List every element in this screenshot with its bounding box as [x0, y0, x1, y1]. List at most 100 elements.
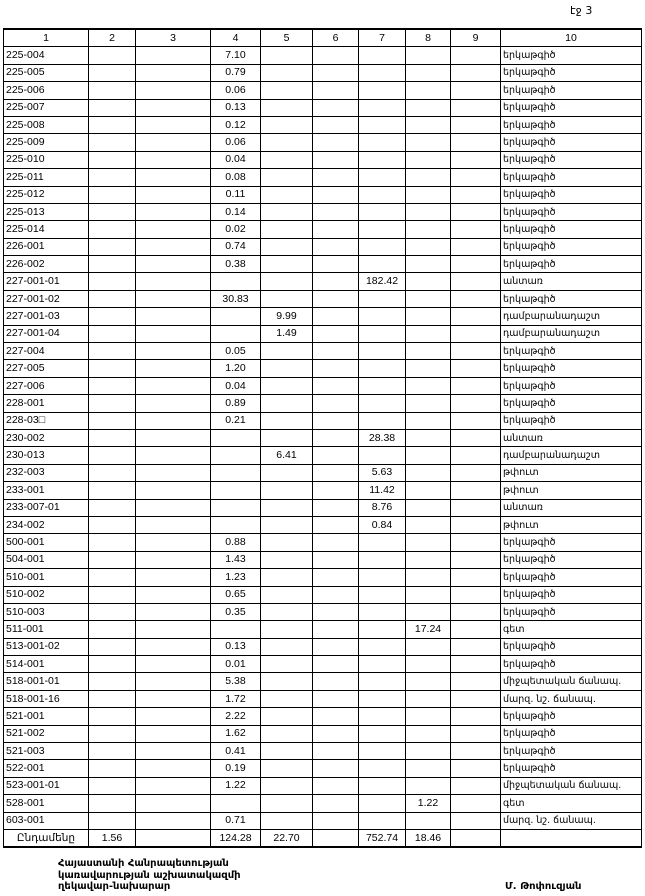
cell-col-6 — [312, 150, 359, 170]
cell-col-9 — [450, 185, 501, 204]
cell-col-3 — [135, 481, 211, 500]
table-row: 513-001-02 0.13 երկաթգիծ — [3, 637, 642, 657]
cell-col-2 — [88, 776, 136, 796]
cell-col-9 — [450, 585, 501, 604]
cell-col-10 — [500, 828, 642, 849]
cell-col-7: 0.84 — [358, 515, 406, 535]
cell-col-3 — [135, 150, 211, 170]
cell-col-10: երկաթգիծ — [500, 255, 642, 274]
table-row: 225-008 0.12 երկաթգիծ — [3, 115, 642, 135]
cell-col-10: երկաթգիծ — [500, 63, 642, 83]
cell-col-6 — [312, 272, 359, 291]
cell-col-8 — [405, 272, 451, 291]
cell-col-5 — [260, 672, 313, 691]
cell-col-6 — [312, 307, 359, 326]
cell-col-4: 0.79 — [210, 63, 261, 83]
cell-col-6 — [312, 498, 359, 517]
cell-col-10: երկաթգիծ — [500, 742, 642, 761]
cell-col-2 — [88, 428, 136, 448]
cell-col-4: 0.38 — [210, 255, 261, 274]
cell-col-6 — [312, 115, 359, 135]
cell-col-9 — [450, 394, 501, 413]
cell-col-3 — [135, 602, 211, 622]
cell-col-8 — [405, 81, 451, 100]
cell-col-3 — [135, 115, 211, 135]
cell-col-2 — [88, 637, 136, 657]
cell-col-3 — [135, 220, 211, 239]
cell-col-7 — [358, 150, 406, 170]
cell-col-1: 500-001 — [3, 533, 89, 552]
cell-col-6 — [312, 237, 359, 257]
table-row: 518-001-01 5.38 միջպետական ճանապ. — [3, 672, 642, 691]
table-row: 226-002 0.38 երկաթգիծ — [3, 255, 642, 274]
cell-col-3 — [135, 376, 211, 396]
cell-col-7 — [358, 602, 406, 622]
cell-col-7 — [358, 776, 406, 796]
cell-col-5 — [260, 202, 313, 222]
cell-col-4: 0.04 — [210, 150, 261, 170]
cell-col-9 — [450, 481, 501, 500]
cell-col-4: 1.43 — [210, 550, 261, 570]
cell-col-8 — [405, 707, 451, 726]
cell-col-4: 0.88 — [210, 533, 261, 552]
cell-col-5 — [260, 428, 313, 448]
cell-col-5 — [260, 220, 313, 239]
cell-col-4 — [210, 498, 261, 517]
table-row: 234-002 0.84 թփուտ — [3, 515, 642, 535]
cell-col-5: 22.70 — [260, 828, 313, 849]
table-row: 528-001 1.22 գետ — [3, 794, 642, 813]
cell-col-5 — [260, 759, 313, 778]
cell-col-8 — [405, 220, 451, 239]
cell-col-8 — [405, 185, 451, 204]
cell-col-7 — [358, 394, 406, 413]
cell-col-2 — [88, 794, 136, 813]
cell-col-7 — [358, 133, 406, 152]
table-row: 511-001 17.24 գետ — [3, 620, 642, 639]
cell-col-4: 0.06 — [210, 133, 261, 152]
cell-col-7 — [358, 324, 406, 344]
cell-col-4 — [210, 481, 261, 500]
cell-col-10: երկաթգիծ — [500, 359, 642, 378]
cell-col-1: 225-006 — [3, 81, 89, 100]
cell-col-2 — [88, 515, 136, 535]
cell-col-9 — [450, 794, 501, 813]
cell-col-7: 182.42 — [358, 272, 406, 291]
header-row: 1 2 3 4 5 6 7 8 9 10 — [3, 28, 642, 48]
cell-col-5 — [260, 168, 313, 187]
cell-col-10: երկաթգիծ — [500, 655, 642, 674]
cell-col-6 — [312, 550, 359, 570]
cell-col-2 — [88, 255, 136, 274]
cell-col-1: 510-003 — [3, 602, 89, 622]
cell-col-8 — [405, 655, 451, 674]
cell-col-3 — [135, 359, 211, 378]
cell-col-3 — [135, 828, 211, 849]
cell-col-4 — [210, 324, 261, 344]
cell-col-9 — [450, 689, 501, 709]
cell-col-10: գետ — [500, 620, 642, 639]
cell-col-7 — [358, 620, 406, 639]
cell-col-5: 6.41 — [260, 446, 313, 465]
cell-col-9 — [450, 324, 501, 344]
cell-col-7 — [358, 220, 406, 239]
cell-col-8 — [405, 237, 451, 257]
cell-col-3 — [135, 289, 211, 309]
cell-col-5 — [260, 272, 313, 291]
cell-col-1: 228-001 — [3, 394, 89, 413]
cell-col-9 — [450, 672, 501, 691]
signatory-name: Մ. Թոփուզյան — [505, 881, 582, 892]
cell-col-7: 11.42 — [358, 481, 406, 500]
cell-col-9 — [450, 620, 501, 639]
cell-col-1: 521-001 — [3, 707, 89, 726]
cell-col-9 — [450, 46, 501, 65]
cell-col-10: թփուտ — [500, 515, 642, 535]
cell-col-10: մարզ. նշ. ճանապ. — [500, 811, 642, 830]
cell-col-5 — [260, 394, 313, 413]
table-row: 228-001 0.89 երկաթգիծ — [3, 394, 642, 413]
cell-col-10: երկաթգիծ — [500, 133, 642, 152]
cell-col-2 — [88, 342, 136, 361]
cell-col-9 — [450, 115, 501, 135]
cell-col-7 — [358, 742, 406, 761]
table-row: 227-001-04 1.49 դամբարանադաշտ — [3, 324, 642, 344]
cell-col-5 — [260, 133, 313, 152]
cell-col-5 — [260, 481, 313, 500]
